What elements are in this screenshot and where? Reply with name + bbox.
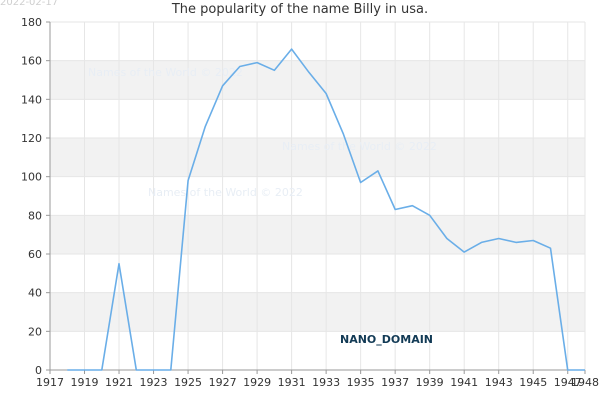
chart-title: The popularity of the name Billy in usa.: [171, 2, 429, 17]
x-tick-label: 1919: [71, 376, 99, 389]
nano-domain-badge: NANO_DOMAIN: [340, 333, 433, 346]
y-tick-label: 0: [35, 364, 42, 377]
y-tick-label: 140: [21, 93, 42, 106]
x-tick-label: 1935: [347, 376, 375, 389]
date-stamp: 2022-02-17: [0, 0, 59, 8]
x-tick-label: 1943: [485, 376, 513, 389]
y-tick-label: 60: [28, 248, 42, 261]
y-tick-label: 80: [28, 209, 42, 222]
x-tick-label: 1925: [174, 376, 202, 389]
x-tick-label: 1923: [140, 376, 168, 389]
y-tick-label: 160: [21, 55, 42, 68]
grid-band: [50, 60, 585, 100]
x-tick-label: 1941: [450, 376, 478, 389]
x-tick-label: 1948: [571, 376, 599, 389]
y-tick-label: 20: [28, 325, 42, 338]
y-tick-label: 40: [28, 287, 42, 300]
x-tick-label: 1921: [105, 376, 133, 389]
grid-band: [50, 215, 585, 254]
watermark: Names of the World © 2022: [282, 140, 437, 153]
x-tick-label: 1917: [36, 376, 64, 389]
y-tick-label: 100: [21, 171, 42, 184]
y-tick-label: 180: [21, 16, 42, 29]
x-tick-label: 1933: [312, 376, 340, 389]
grid-band: [50, 292, 585, 332]
series-line: [67, 48, 585, 371]
x-tick-label: 1947: [554, 376, 582, 389]
watermark: Names of the World © 2022: [148, 186, 303, 199]
watermark: Names of the World © 2022: [88, 66, 243, 79]
x-tick-label: 1939: [416, 376, 444, 389]
x-tick-label: 1929: [243, 376, 271, 389]
x-tick-label: 1945: [519, 376, 547, 389]
x-tick-label: 1931: [278, 376, 306, 389]
x-tick-label: 1937: [381, 376, 409, 389]
y-tick-label: 120: [21, 132, 42, 145]
grid-band: [50, 138, 585, 177]
x-tick-label: 1927: [209, 376, 237, 389]
